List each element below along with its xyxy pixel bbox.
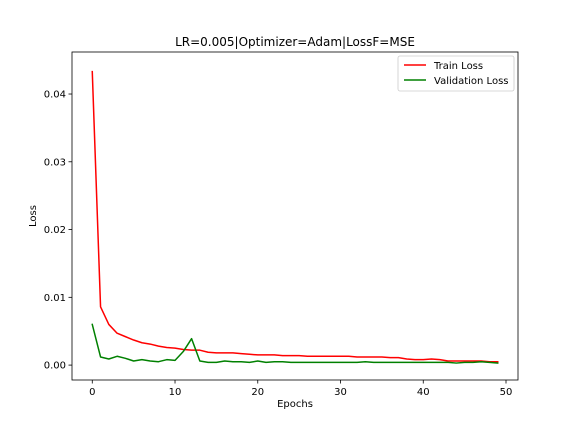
series-layer bbox=[91, 70, 499, 364]
legend-label-train-loss: Train Loss bbox=[433, 61, 483, 72]
y-tick-label: 0.01 bbox=[44, 293, 66, 304]
legend-label-validation-loss: Validation Loss bbox=[434, 76, 509, 87]
y-tick-label: 0.02 bbox=[44, 225, 66, 236]
x-tick-label: 30 bbox=[334, 387, 347, 398]
plot-frame bbox=[71, 51, 519, 381]
legend: Train Loss Validation Loss bbox=[397, 55, 515, 92]
y-tick-label: 0.00 bbox=[44, 361, 66, 372]
x-axis-ticks: 0 10 20 30 40 50 bbox=[89, 380, 512, 398]
y-axis-label: Loss bbox=[28, 205, 39, 227]
x-tick-label: 10 bbox=[169, 387, 182, 398]
y-tick-label: 0.04 bbox=[44, 90, 66, 101]
series-line-train-loss bbox=[91, 70, 499, 363]
chart-title: LR=0.005|Optimizer=Adam|LossF=MSE bbox=[175, 35, 415, 49]
legend-frame bbox=[397, 55, 515, 92]
x-axis-label: Epochs bbox=[277, 399, 313, 410]
x-tick-label: 50 bbox=[500, 387, 513, 398]
x-tick-label: 20 bbox=[251, 387, 264, 398]
y-tick-label: 0.03 bbox=[44, 157, 66, 168]
y-axis-ticks: 0.00 0.01 0.02 0.03 0.04 bbox=[44, 90, 72, 372]
series-line-validation-loss bbox=[91, 323, 499, 364]
x-tick-label: 40 bbox=[417, 387, 430, 398]
x-tick-label: 0 bbox=[89, 387, 95, 398]
